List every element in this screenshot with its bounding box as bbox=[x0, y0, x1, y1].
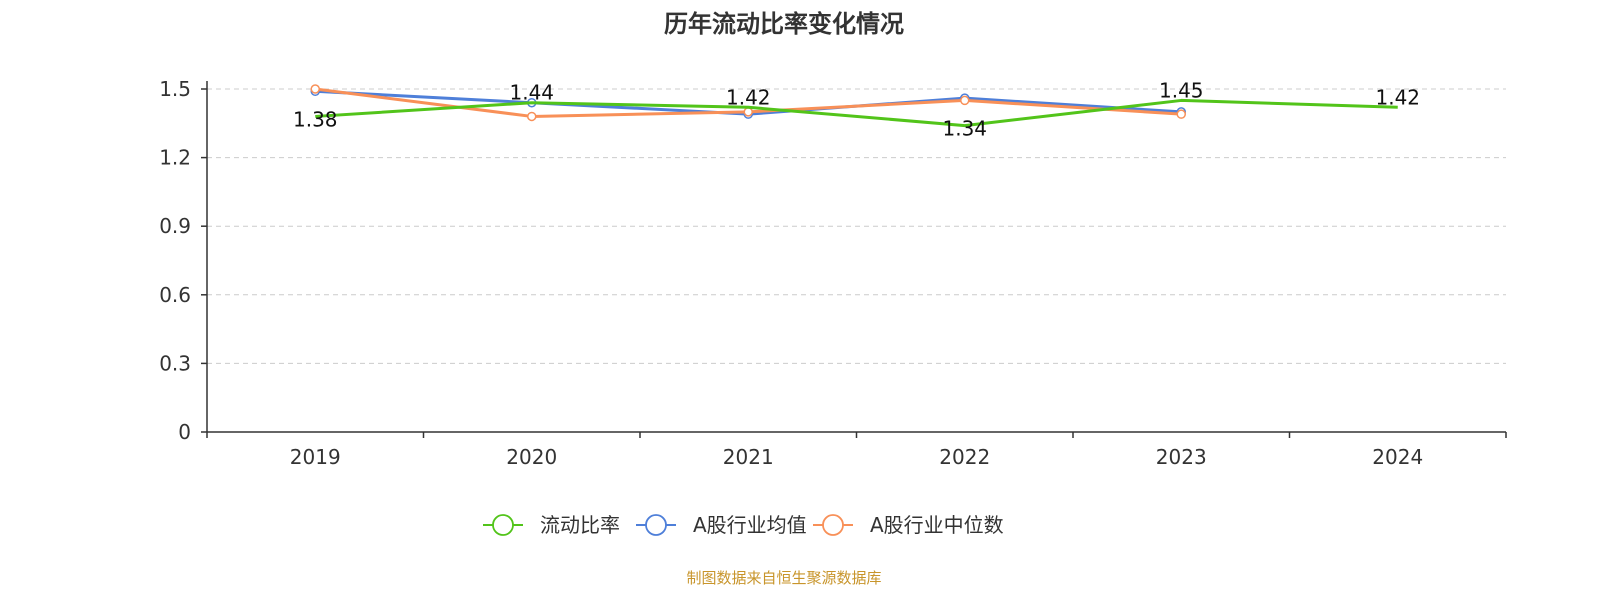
legend[interactable]: 流动比率 A股行业均值 A股行业中位数 bbox=[483, 513, 1004, 537]
legend-item[interactable]: 流动比率 bbox=[483, 513, 620, 537]
axes bbox=[206, 81, 1506, 433]
data-label: 1.42 bbox=[726, 85, 771, 109]
data-label: 1.45 bbox=[1159, 78, 1204, 102]
series-line bbox=[315, 98, 1398, 128]
legend-item[interactable]: A股行业中位数 bbox=[813, 513, 1004, 537]
legend-marker bbox=[645, 514, 667, 536]
y-tick-label: 1.2 bbox=[159, 146, 191, 170]
series-point bbox=[527, 111, 537, 122]
series-group bbox=[310, 84, 1398, 128]
legend-marker bbox=[492, 514, 514, 536]
y-axis-ticks: 0 0.3 0.6 0.9 1.2 1.5 bbox=[159, 77, 207, 444]
x-tick-label: 2023 bbox=[1156, 445, 1207, 469]
series-point bbox=[960, 95, 970, 106]
chart-title: 历年流动比率变化情况 bbox=[664, 10, 904, 38]
x-tick-label: 2019 bbox=[290, 445, 341, 469]
y-tick-label: 0.3 bbox=[159, 351, 191, 375]
y-tick-label: 0.9 bbox=[159, 214, 191, 238]
x-axis-ticks: 2019 2020 2021 2022 2023 2024 bbox=[206, 432, 1507, 469]
y-tick-label: 1.5 bbox=[159, 77, 191, 101]
x-tick-label: 2024 bbox=[1372, 445, 1423, 469]
legend-label: 流动比率 bbox=[540, 513, 620, 537]
grid-lines bbox=[207, 88, 1506, 364]
data-label: 1.34 bbox=[942, 117, 987, 141]
y-tick-label: 0.6 bbox=[159, 283, 191, 307]
legend-marker bbox=[822, 514, 844, 536]
series-point bbox=[1176, 109, 1186, 119]
data-label: 1.38 bbox=[293, 107, 338, 131]
source-note: 制图数据来自恒生聚源数据库 bbox=[686, 569, 881, 587]
legend-label: A股行业均值 bbox=[693, 513, 807, 537]
data-labels: 1.38 1.44 1.42 1.34 1.45 1.42 bbox=[293, 78, 1420, 140]
series-point bbox=[310, 84, 320, 94]
y-tick-label: 0 bbox=[178, 420, 191, 444]
x-tick-label: 2021 bbox=[723, 445, 774, 469]
legend-label: A股行业中位数 bbox=[870, 513, 1004, 537]
data-label: 1.42 bbox=[1375, 85, 1420, 109]
legend-item[interactable]: A股行业均值 bbox=[636, 513, 807, 537]
data-label: 1.44 bbox=[509, 81, 554, 105]
x-tick-label: 2020 bbox=[506, 445, 557, 469]
x-tick-label: 2022 bbox=[939, 445, 990, 469]
